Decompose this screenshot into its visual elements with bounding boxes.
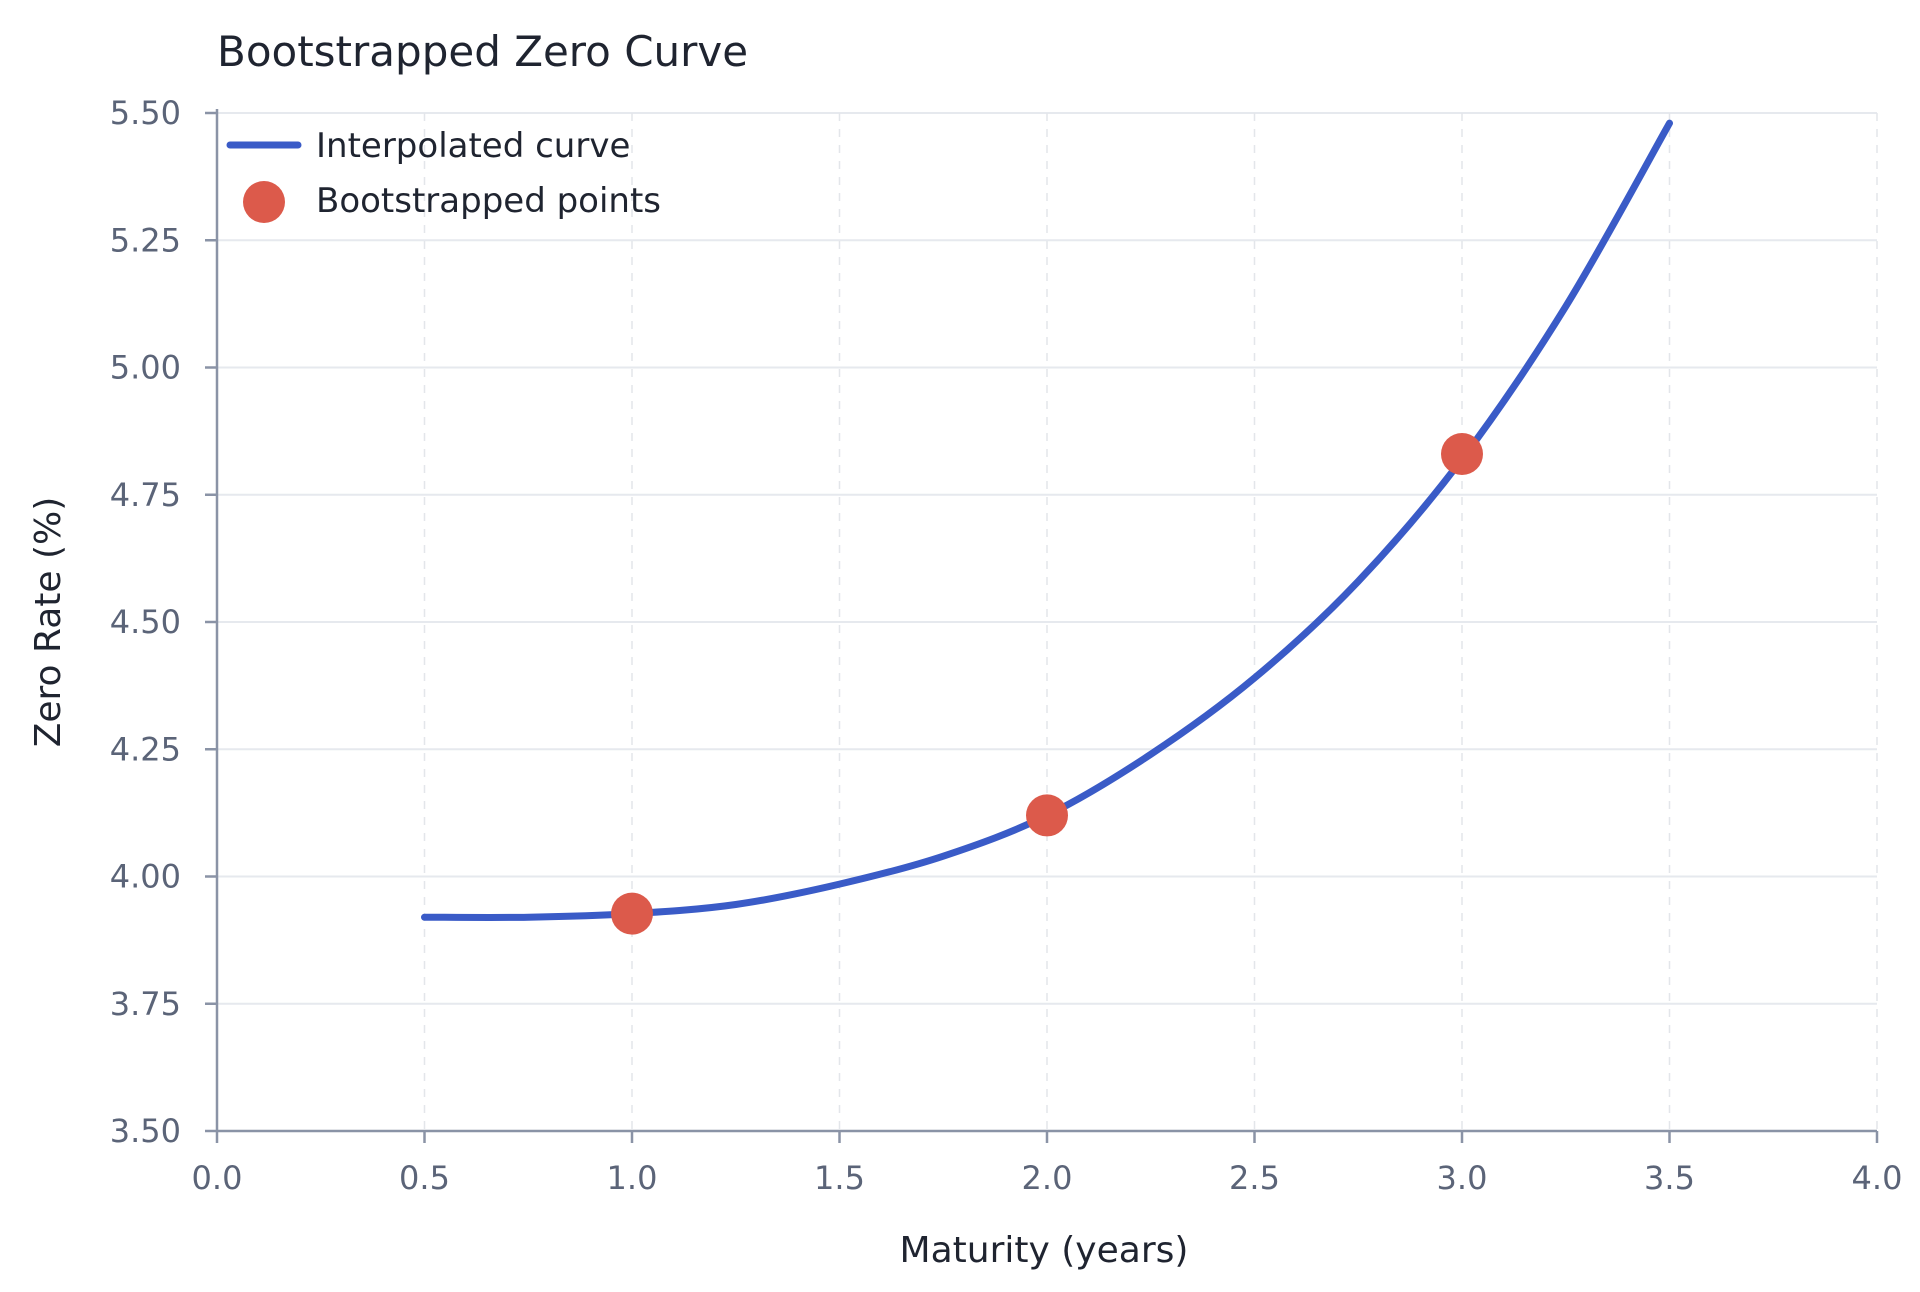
y-tick-label: 5.25: [110, 221, 181, 259]
y-tick-label: 5.50: [110, 94, 181, 132]
legend: Interpolated curve Bootstrapped points: [226, 126, 661, 223]
x-tick-label: 2.5: [1229, 1159, 1280, 1197]
bootstrapped-point: [1026, 794, 1068, 837]
y-axis-label: Zero Rate (%): [28, 497, 69, 748]
grid: [217, 112, 1878, 1131]
x-tick-label: 3.0: [1437, 1159, 1488, 1197]
x-tick-label: 3.5: [1644, 1159, 1695, 1197]
legend-marker-swatch: [243, 181, 285, 223]
y-tick-label: 3.50: [110, 1112, 181, 1150]
legend-label-curve: Interpolated curve: [316, 126, 630, 166]
x-tick-label: 1.5: [814, 1159, 865, 1197]
y-tick-label: 4.50: [110, 603, 181, 641]
legend-label-points: Bootstrapped points: [316, 181, 661, 221]
x-tick-label: 2.0: [1022, 1159, 1073, 1197]
x-tick-label: 0.5: [399, 1159, 450, 1197]
y-tick-label: 4.00: [110, 858, 181, 896]
y-axis-ticks: 3.50 3.75 4.00 4.25 4.50 4.75 5.00 5.25 5.50: [110, 94, 217, 1150]
y-tick-label: 4.75: [110, 476, 181, 514]
y-tick-label: 3.75: [110, 985, 181, 1023]
x-tick-label: 4.0: [1852, 1159, 1903, 1197]
x-axis-ticks: 0.0 0.5 1.0 1.5 2.0 2.5 3.0 3.5 4.0: [192, 1131, 1903, 1197]
y-tick-label: 4.25: [110, 730, 181, 768]
x-tick-label: 0.0: [192, 1159, 243, 1197]
bootstrapped-point: [1441, 433, 1483, 476]
bootstrapped-point: [611, 892, 653, 935]
chart-title: Bootstrapped Zero Curve: [217, 27, 748, 76]
x-axis-label: Maturity (years): [900, 1230, 1189, 1271]
x-tick-label: 1.0: [607, 1159, 658, 1197]
y-tick-label: 5.00: [110, 349, 181, 387]
plot-area: [421, 119, 1673, 935]
